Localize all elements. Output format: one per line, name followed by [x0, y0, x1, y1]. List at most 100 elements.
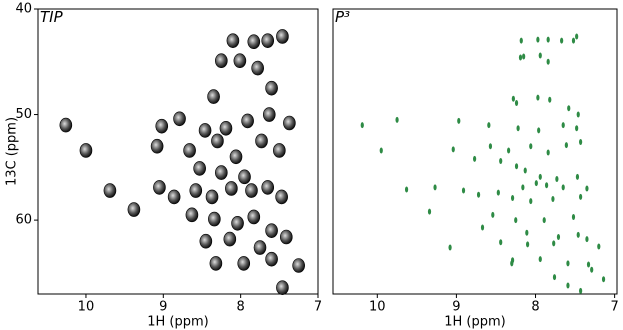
peak [208, 211, 221, 227]
peak [79, 143, 93, 158]
peak [253, 240, 267, 255]
peak [198, 123, 212, 138]
peak [571, 37, 576, 44]
peak [233, 53, 247, 69]
peak [564, 142, 568, 149]
peak [491, 211, 495, 218]
peak [510, 260, 514, 267]
peak [514, 163, 519, 170]
x-tick-label: 10 [369, 300, 386, 315]
peak [211, 133, 224, 149]
peak [237, 256, 251, 271]
peak [555, 175, 559, 182]
x-tick-label: 9 [452, 300, 460, 315]
peak [546, 149, 550, 156]
peak [522, 53, 526, 60]
peak [575, 125, 579, 132]
peak [519, 37, 523, 44]
peak [448, 244, 452, 251]
peak [251, 60, 264, 76]
peak [575, 33, 579, 40]
peak [283, 115, 296, 131]
panel-title: P³ [335, 8, 350, 26]
peak [538, 52, 542, 59]
peak [476, 191, 481, 198]
x-tick-label: 7 [610, 300, 618, 315]
peak [59, 117, 73, 133]
peak [585, 185, 589, 192]
peak [496, 189, 500, 196]
peak [576, 231, 580, 238]
y-tick-label: 40 [15, 2, 32, 17]
peak [499, 239, 503, 246]
plot-frame [332, 8, 618, 295]
peak [521, 184, 525, 191]
peak [537, 127, 541, 134]
peak [275, 189, 288, 205]
peak [229, 149, 243, 165]
peak [566, 282, 570, 289]
peak [276, 280, 289, 295]
peak [590, 266, 594, 273]
x-tick-label: 9 [159, 300, 167, 315]
peak [219, 120, 233, 136]
peak [261, 33, 275, 48]
peak [546, 58, 550, 65]
x-axis-label: 1H (ppm) [147, 315, 209, 330]
peak [276, 29, 289, 44]
peak [167, 189, 181, 205]
peak [525, 229, 529, 236]
peak [183, 143, 196, 158]
x-tick-label: 8 [237, 300, 245, 315]
peak [427, 208, 432, 215]
peak [199, 233, 213, 249]
peak [360, 122, 364, 129]
peak [215, 165, 228, 180]
peak [231, 215, 244, 231]
peak [526, 241, 530, 248]
peak [292, 258, 305, 273]
y-tick-label: 60 [15, 213, 32, 228]
peak [189, 183, 203, 198]
peak [523, 167, 527, 174]
peak [247, 34, 261, 50]
peak [245, 183, 258, 198]
peak [561, 184, 565, 191]
peak [279, 229, 293, 245]
peak [551, 196, 555, 202]
peak [487, 122, 491, 129]
peak [544, 182, 549, 189]
peak [529, 143, 533, 150]
peak [265, 251, 278, 267]
peak [529, 198, 533, 205]
peak [451, 146, 455, 153]
peak [585, 236, 589, 243]
peak [207, 89, 220, 104]
peak [238, 169, 251, 185]
peak [127, 202, 141, 217]
peak [499, 158, 503, 164]
peak [542, 217, 546, 224]
peak [262, 107, 276, 122]
peak [379, 147, 383, 154]
peak [597, 243, 601, 250]
peak [473, 155, 477, 162]
y-axis-label: 13C (ppm) [5, 117, 20, 186]
x-tick-label: 7 [314, 300, 322, 315]
peak [567, 105, 571, 112]
peak [534, 180, 538, 187]
peak [560, 37, 564, 44]
peak [507, 147, 511, 154]
peak [226, 33, 240, 48]
peak [265, 223, 278, 238]
peak [265, 80, 278, 96]
peak [461, 187, 466, 194]
peak [575, 173, 580, 180]
peak [273, 143, 286, 158]
peak [514, 217, 518, 224]
peak [215, 53, 228, 69]
peak [579, 287, 583, 294]
peak [566, 260, 570, 267]
peak [579, 193, 583, 200]
